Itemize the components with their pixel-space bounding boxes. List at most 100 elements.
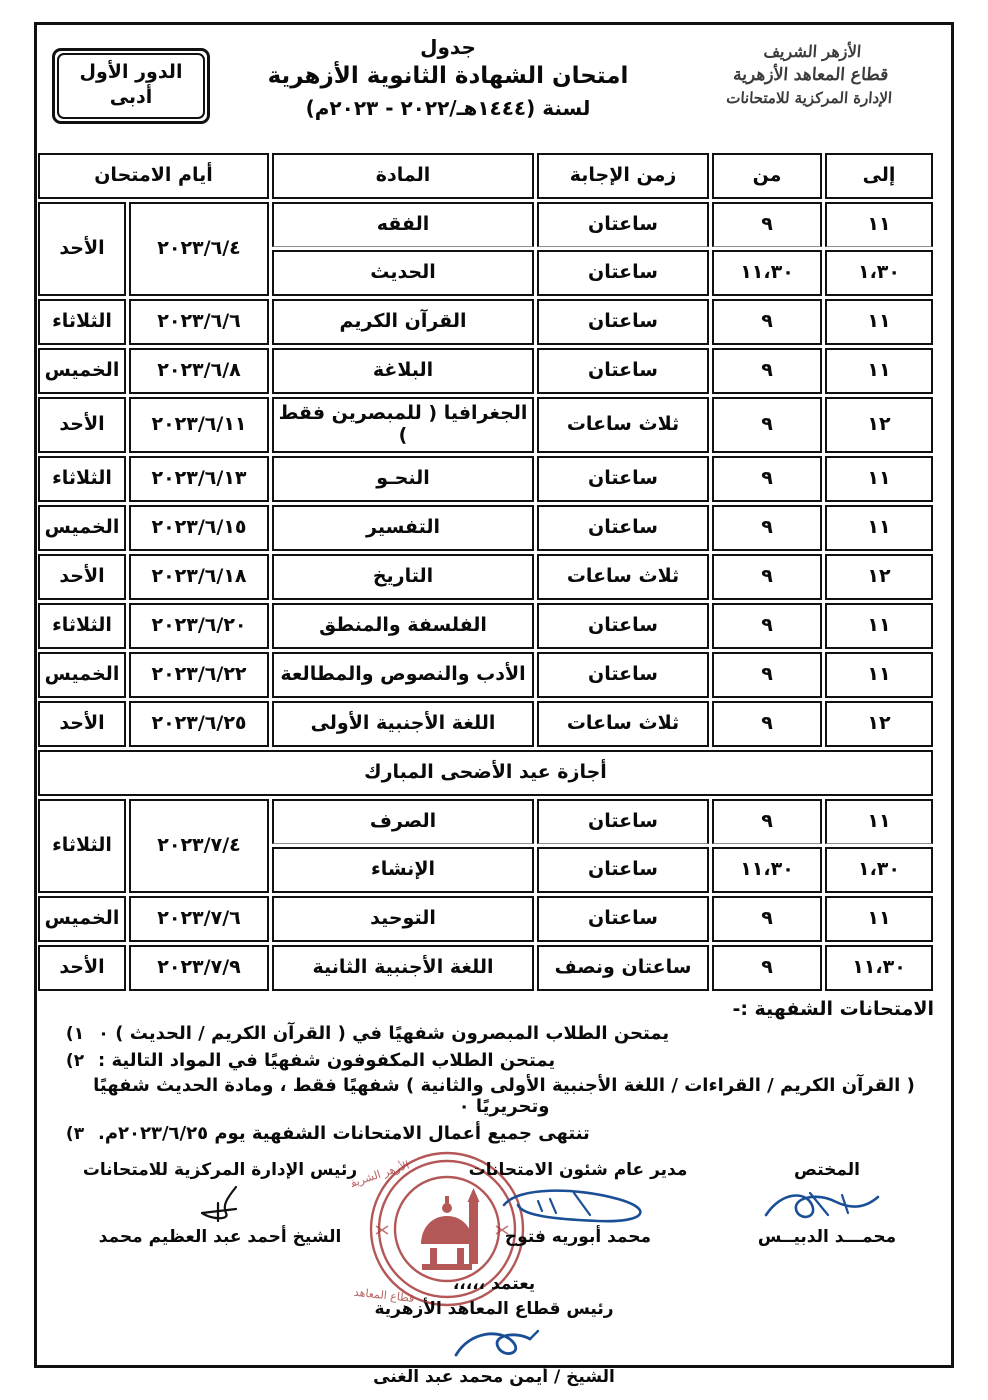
cell-from: ١١،٣٠ — [712, 250, 822, 296]
cell-day: الخميس — [37, 348, 126, 394]
approval-name: الشيخ / أيمن محمد عبد الغنى — [373, 1366, 615, 1387]
exam-schedule-table: إلى من زمن الإجابة المادة أيام الامتحان … — [35, 150, 936, 994]
header-exam-days: أيام الامتحان — [37, 153, 269, 199]
cell-date: ٢٠٢٣/٦/٤ — [129, 202, 269, 296]
table-row: ١١ ٩ ساعتان الفلسفة والمنطق ٢٠٢٣/٦/٢٠ الثلاثا… — [37, 602, 933, 649]
cell-from: ٩ — [712, 397, 822, 453]
cell-day: الثلاثاء — [37, 602, 126, 649]
notes-list: يمتحن الطلاب المبصرون شفهيًا في ( القرآن… — [52, 1023, 936, 1144]
table-row: ١،٣٠ ١١،٣٠ ساعتان الحديث — [38, 250, 933, 296]
note-subtext: ( القرآن الكريم / القراءات / اللغة الأجن… — [93, 1074, 915, 1117]
cell-from: ٩ — [712, 798, 822, 844]
cell-to: ١٢ — [825, 397, 933, 453]
exams-director-ink-signature — [448, 1185, 708, 1225]
cell-duration: ساعتان — [537, 651, 709, 698]
specialist-name: محمـــد الدبيــس — [757, 1227, 897, 1248]
signature-exams-director: مدير عام شئون الامتحانات محمد أبوريه فتو… — [448, 1158, 708, 1251]
cell-date: ٢٠٢٣/٦/٢٢ — [129, 651, 269, 698]
table-header: إلى من زمن الإجابة المادة أيام الامتحان — [37, 153, 933, 199]
note-item: يمتحن الطلاب المبصرون شفهيًا في ( القرآن… — [52, 1023, 936, 1044]
oral-exam-notes: الامتحانات الشفهية :- يمتحن الطلاب المبص… — [52, 998, 936, 1144]
central-head-role: رئيس الإدارة المركزية للامتحانات — [82, 1159, 358, 1180]
cell-subject: اللغة الأجنبية الثانية — [272, 944, 534, 991]
exams-director-role: مدير عام شئون الامتحانات — [468, 1159, 688, 1180]
signature-specialist: المختص محمـــد الدبيــس — [722, 1158, 932, 1251]
cell-subject: الإنشاء — [272, 846, 534, 893]
approval-ink-signature — [329, 1325, 659, 1365]
cell-subject: اللغة الأجنبية الأولى — [272, 700, 534, 747]
cell-to: ١١ — [825, 455, 933, 502]
table-row: ١٢ ٩ ثلاث ساعات التاريخ ٢٠٢٣/٦/١٨ الأحد — [37, 553, 933, 600]
note-number: ١) — [65, 1023, 85, 1044]
round-badge: الدور الأول أدبى — [52, 48, 210, 125]
note-text: يمتحن الطلاب المكفوفون شفهيًا في المواد … — [98, 1049, 556, 1071]
table-body: ١١ ٩ ساعتان الفقه ٢٠٢٣/٦/٤ الأحد ١،٣٠ ١١،٣٠ ساعت… — [37, 202, 933, 991]
cell-subject: الأدب والنصوص والمطالعة — [272, 651, 534, 698]
cell-date: ٢٠٢٣/٦/٢٠ — [129, 602, 269, 649]
cell-day: الثلاثاء — [37, 455, 126, 502]
cell-day: الثلاثاء — [37, 299, 126, 345]
cell-from: ٩ — [712, 455, 822, 502]
cell-subject: التاريخ — [272, 553, 534, 600]
cell-day: الأحد — [37, 700, 126, 747]
table-row-holiday: أجازة عيد الأضحى المبارك — [37, 749, 933, 796]
exams-director-name: محمد أبوريه فتوح — [504, 1227, 652, 1248]
cell-date: ٢٠٢٣/٦/١٣ — [129, 455, 269, 502]
cell-duration: ساعتان — [537, 798, 709, 844]
table-row: ١١ ٩ ساعتان البلاغة ٢٠٢٣/٦/٨ الخميس — [37, 348, 933, 394]
cell-duration: ساعتان — [537, 348, 709, 394]
cell-date: ٢٠٢٣/٧/٦ — [129, 895, 269, 942]
badge-line-2: أدبى — [109, 86, 153, 109]
table-row: ١١ ٩ ساعتان النحـو ٢٠٢٣/٦/١٣ الثلاثاء — [37, 455, 933, 502]
signature-area: الأزهر الشريف قطاع المعاهد المختص محمـــ… — [52, 1151, 936, 1394]
cell-subject: التوحيد — [272, 895, 534, 942]
cell-to: ١٢ — [825, 553, 933, 600]
cell-to: ١١ — [825, 202, 933, 247]
note-number: ٣) — [65, 1123, 85, 1144]
holiday-label: أجازة عيد الأضحى المبارك — [37, 749, 933, 796]
cell-subject: الفلسفة والمنطق — [272, 602, 534, 649]
central-head-name: الشيخ أحمد عبد العظيم محمد — [98, 1227, 342, 1248]
cell-subject: النحـو — [272, 455, 534, 502]
cell-subject: الحديث — [272, 250, 534, 296]
notes-title: الامتحانات الشفهية :- — [732, 997, 934, 1020]
cell-day: الأحد — [37, 944, 126, 991]
cell-date: ٢٠٢٣/٦/١٨ — [129, 553, 269, 600]
approval-role: رئيس قطاع المعاهد الأزهرية — [374, 1299, 614, 1320]
cell-duration: ساعتان — [537, 299, 709, 345]
cell-to: ١١ — [825, 299, 933, 345]
cell-to: ١١ — [825, 348, 933, 394]
note-text: يمتحن الطلاب المبصرون شفهيًا في ( القرآن… — [98, 1022, 670, 1044]
cell-day: الثلاثاء — [37, 798, 126, 893]
header-duration: زمن الإجابة — [537, 153, 709, 199]
signature-central-head: رئيس الإدارة المركزية للامتحانات الشيخ أ… — [70, 1158, 370, 1251]
title-line-2: امتحان الشهادة الثانوية الأزهرية — [267, 63, 629, 89]
cell-to: ١،٣٠ — [825, 250, 933, 296]
cell-from: ٩ — [712, 553, 822, 600]
header-subject: المادة — [272, 153, 534, 199]
round-badge-inner: الدور الأول أدبى — [57, 53, 205, 120]
cell-to: ١١ — [825, 504, 933, 551]
table-row: ١١ ٩ ساعتان الأدب والنصوص والمطالعة ٢٠٢٣/٦/٢… — [37, 651, 933, 698]
central-head-ink-signature — [70, 1185, 370, 1225]
cell-subject: الجغرافيا ( للمبصرين فقط ) — [272, 397, 534, 453]
cell-duration: ساعتان — [537, 455, 709, 502]
cell-day: الأحد — [37, 553, 126, 600]
table-row: ١،٣٠ ١١،٣٠ ساعتان الإنشاء — [38, 846, 933, 893]
cell-day: الأحد — [37, 202, 126, 296]
table-row: ١١ ٩ ساعتان التفسير ٢٠٢٣/٦/١٥ الخميس — [37, 504, 933, 551]
cell-from: ٩ — [712, 504, 822, 551]
cell-date: ٢٠٢٣/٦/١١ — [129, 397, 269, 453]
cell-day: الأحد — [37, 397, 126, 453]
note-text: تنتهى جميع أعمال الامتحانات الشفهية يوم … — [98, 1122, 590, 1144]
table-row: ١١،٣٠ ٩ ساعتان ونصف اللغة الأجنبية الثانية ٢… — [37, 944, 933, 991]
cell-from: ٩ — [712, 602, 822, 649]
cell-duration: ساعتان — [537, 250, 709, 296]
cell-from: ٩ — [712, 700, 822, 747]
cell-duration: ساعتان ونصف — [537, 944, 709, 991]
cell-from: ٩ — [712, 202, 822, 247]
title-line-3: لسنة (١٤٤٤هـ/٢٠٢٢ - ٢٠٢٣م) — [305, 95, 591, 120]
cell-to: ١٢ — [825, 700, 933, 747]
cell-subject: الفقه — [272, 202, 534, 247]
document-title: جدول امتحان الشهادة الثانوية الأزهرية لس… — [210, 34, 686, 121]
